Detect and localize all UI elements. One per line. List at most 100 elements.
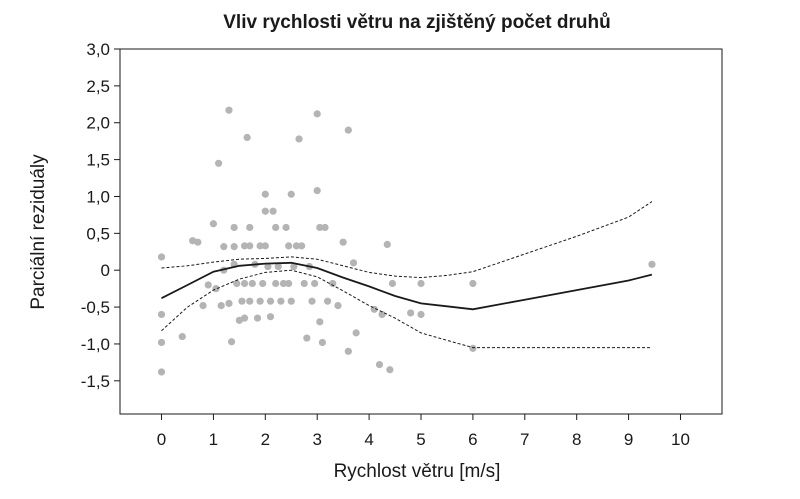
x-tick-label: 7 [520,430,529,449]
data-point [204,281,212,289]
data-point [321,223,329,232]
chart-title: Vliv rychlosti větru na zjištěný počet d… [223,12,610,33]
data-point [230,223,238,232]
data-point [220,243,228,251]
data-point [388,279,397,288]
x-tick-label: 9 [624,430,633,449]
data-point [375,360,384,369]
y-tick-label: 0 [101,261,110,280]
data-point [248,279,256,288]
data-point [266,313,275,321]
data-point [199,302,207,310]
x-tick-label: 0 [157,430,166,449]
data-point [292,242,301,250]
data-point [323,297,332,305]
y-tick-label: 2,5 [86,77,110,96]
data-point [253,314,262,322]
data-point [279,279,288,288]
data-point [246,297,254,305]
y-tick-label: 1,5 [86,151,110,170]
data-point [272,223,280,232]
data-point [269,207,277,215]
data-point [285,279,293,288]
x-tick-label: 3 [312,430,321,449]
data-point [287,297,295,305]
data-point [344,126,352,134]
data-point [225,299,233,307]
data-point [256,242,264,250]
data-point [344,347,352,355]
data-point [290,262,298,271]
data-point [308,297,316,305]
y-tick-label: 1,0 [86,187,110,206]
data-point [227,338,236,346]
y-tick-label: -1,5 [81,372,110,391]
data-point [266,297,275,305]
fit-line [161,261,653,311]
data-point [352,329,360,337]
data-point [259,279,267,288]
data-point [313,110,321,118]
data-point [209,220,218,228]
y-tick-label: 2,0 [86,114,110,133]
data-point [386,366,394,374]
data-point [285,242,293,250]
x-tick-label: 4 [364,430,373,449]
data-point [469,279,477,288]
data-point [230,243,238,251]
data-point [243,133,251,142]
data-point [240,314,249,322]
data-point [225,106,233,114]
chart-marks: 3,0 2,5 2,0 1,5 1,0 0,5 0 -0,5 -1,0 -1,5 0 1 2 3 4 5 6 7 8… [81,40,690,449]
data-point [300,279,308,288]
x-tick-label: 8 [572,430,581,449]
x-tick-label: 5 [416,430,425,449]
data-point [349,259,358,267]
y-tick-label: -1,0 [81,335,110,354]
data-point [157,253,166,261]
data-point [287,190,295,198]
data-point [277,297,285,305]
data-point [238,297,246,305]
data-point [217,302,225,310]
data-point [246,223,254,232]
data-point [383,240,391,249]
confidence-lower-line [161,269,652,349]
data-point [417,310,425,319]
x-tick-label: 2 [261,430,270,449]
data-point [311,279,319,288]
data-point [469,344,477,352]
data-point [282,223,290,232]
data-point [378,310,386,319]
data-point [339,238,347,246]
data-point [261,242,269,250]
data-point [157,338,166,347]
data-point [417,279,425,288]
plot-area-frame [119,48,723,415]
data-point [178,332,186,341]
data-point [313,186,321,195]
data-point [215,159,223,167]
data-point [298,242,306,250]
x-tick-label: 10 [671,430,690,449]
y-tick-label: 3,0 [86,40,110,59]
data-point [264,262,272,271]
x-axis-title: Rychlost větru [m/s] [334,461,501,482]
data-point [256,297,264,305]
data-point [246,242,254,250]
data-point [194,238,202,246]
y-tick-label: 0,5 [86,224,110,243]
data-point [233,279,241,288]
data-point [261,190,269,198]
data-point [240,279,249,288]
confidence-upper-line [161,201,653,279]
data-point [316,318,324,326]
y-tick-label: -0,5 [81,298,110,317]
data-point [240,242,249,250]
data-point [157,310,166,319]
data-point [329,279,337,288]
data-point [274,262,282,271]
data-point [334,302,342,310]
data-point [407,309,415,317]
